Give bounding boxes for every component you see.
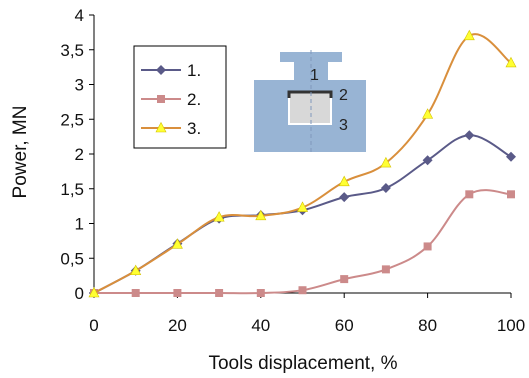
x-tick-label: 80 bbox=[418, 316, 437, 335]
workpiece bbox=[288, 91, 332, 125]
point-marker bbox=[156, 65, 166, 75]
point-marker bbox=[297, 201, 308, 212]
y-axis-ticks: 0 0,5 1 1,5 2 2,5 3 3,5 4 bbox=[60, 6, 94, 303]
point-marker bbox=[340, 275, 349, 284]
series-layer bbox=[88, 29, 517, 298]
point-marker bbox=[155, 121, 167, 133]
point-marker bbox=[338, 175, 350, 187]
series-2 bbox=[90, 189, 515, 297]
x-tick-label: 60 bbox=[335, 316, 354, 335]
y-tick-label: 3 bbox=[75, 76, 84, 95]
legend-items: 1. 2. 3. bbox=[141, 61, 201, 138]
point-marker bbox=[507, 190, 515, 199]
point-marker bbox=[171, 238, 183, 249]
y-tick-label: 3,5 bbox=[60, 41, 84, 60]
x-tick-label: 100 bbox=[497, 316, 525, 335]
point-marker bbox=[422, 108, 434, 119]
point-marker bbox=[88, 286, 100, 298]
point-marker bbox=[463, 29, 475, 41]
y-tick-label: 2,5 bbox=[60, 110, 84, 129]
inset-label-3: 3 bbox=[339, 117, 348, 134]
point-marker bbox=[465, 190, 474, 199]
point-marker bbox=[255, 209, 267, 221]
point-marker bbox=[256, 289, 265, 297]
inset-label-2: 2 bbox=[339, 87, 348, 104]
inset-label-1: 1 bbox=[310, 67, 319, 84]
point-marker bbox=[173, 289, 182, 297]
workpiece-edge bbox=[287, 90, 333, 98]
point-marker bbox=[464, 130, 475, 141]
legend-item-1: 1. bbox=[141, 61, 201, 80]
x-axis-title: Tools displacement, % bbox=[208, 353, 397, 374]
point-marker bbox=[506, 151, 516, 162]
legend-label: 2. bbox=[187, 90, 201, 109]
point-marker bbox=[213, 211, 225, 222]
y-tick-label: 4 bbox=[75, 6, 84, 25]
y-tick-label: 1,5 bbox=[60, 180, 84, 199]
x-tick-label: 20 bbox=[168, 316, 187, 335]
point-marker bbox=[422, 155, 433, 166]
series-3 bbox=[88, 29, 517, 298]
point-marker bbox=[130, 264, 142, 276]
x-tick-label: 0 bbox=[89, 316, 98, 335]
y-tick-label: 0 bbox=[75, 284, 84, 303]
point-marker bbox=[505, 56, 517, 68]
point-marker bbox=[215, 289, 224, 297]
y-axis-title: Power, MN bbox=[10, 106, 31, 199]
legend-item-2: 2. bbox=[141, 90, 201, 109]
point-marker bbox=[381, 265, 390, 274]
point-marker bbox=[423, 242, 432, 251]
x-tick-label: 40 bbox=[251, 316, 270, 335]
y-tick-label: 0,5 bbox=[60, 249, 84, 268]
point-marker bbox=[131, 289, 140, 297]
inset-schematic: 1 2 3 bbox=[254, 50, 366, 152]
y-tick-label: 1 bbox=[75, 215, 84, 234]
legend-label: 3. bbox=[187, 119, 201, 138]
point-marker bbox=[339, 192, 350, 203]
point-marker bbox=[380, 183, 391, 194]
point-marker bbox=[157, 95, 165, 103]
legend: 1. 2. 3. bbox=[133, 45, 227, 149]
legend-item-3: 3. bbox=[141, 119, 201, 138]
y-tick-label: 2 bbox=[75, 145, 84, 164]
legend-label: 1. bbox=[187, 61, 201, 80]
point-marker bbox=[298, 286, 307, 295]
x-axis-ticks: 0 20 40 60 80 100 bbox=[89, 293, 525, 335]
legend-box bbox=[133, 45, 227, 149]
point-marker bbox=[380, 156, 392, 168]
series-line bbox=[93, 33, 512, 294]
